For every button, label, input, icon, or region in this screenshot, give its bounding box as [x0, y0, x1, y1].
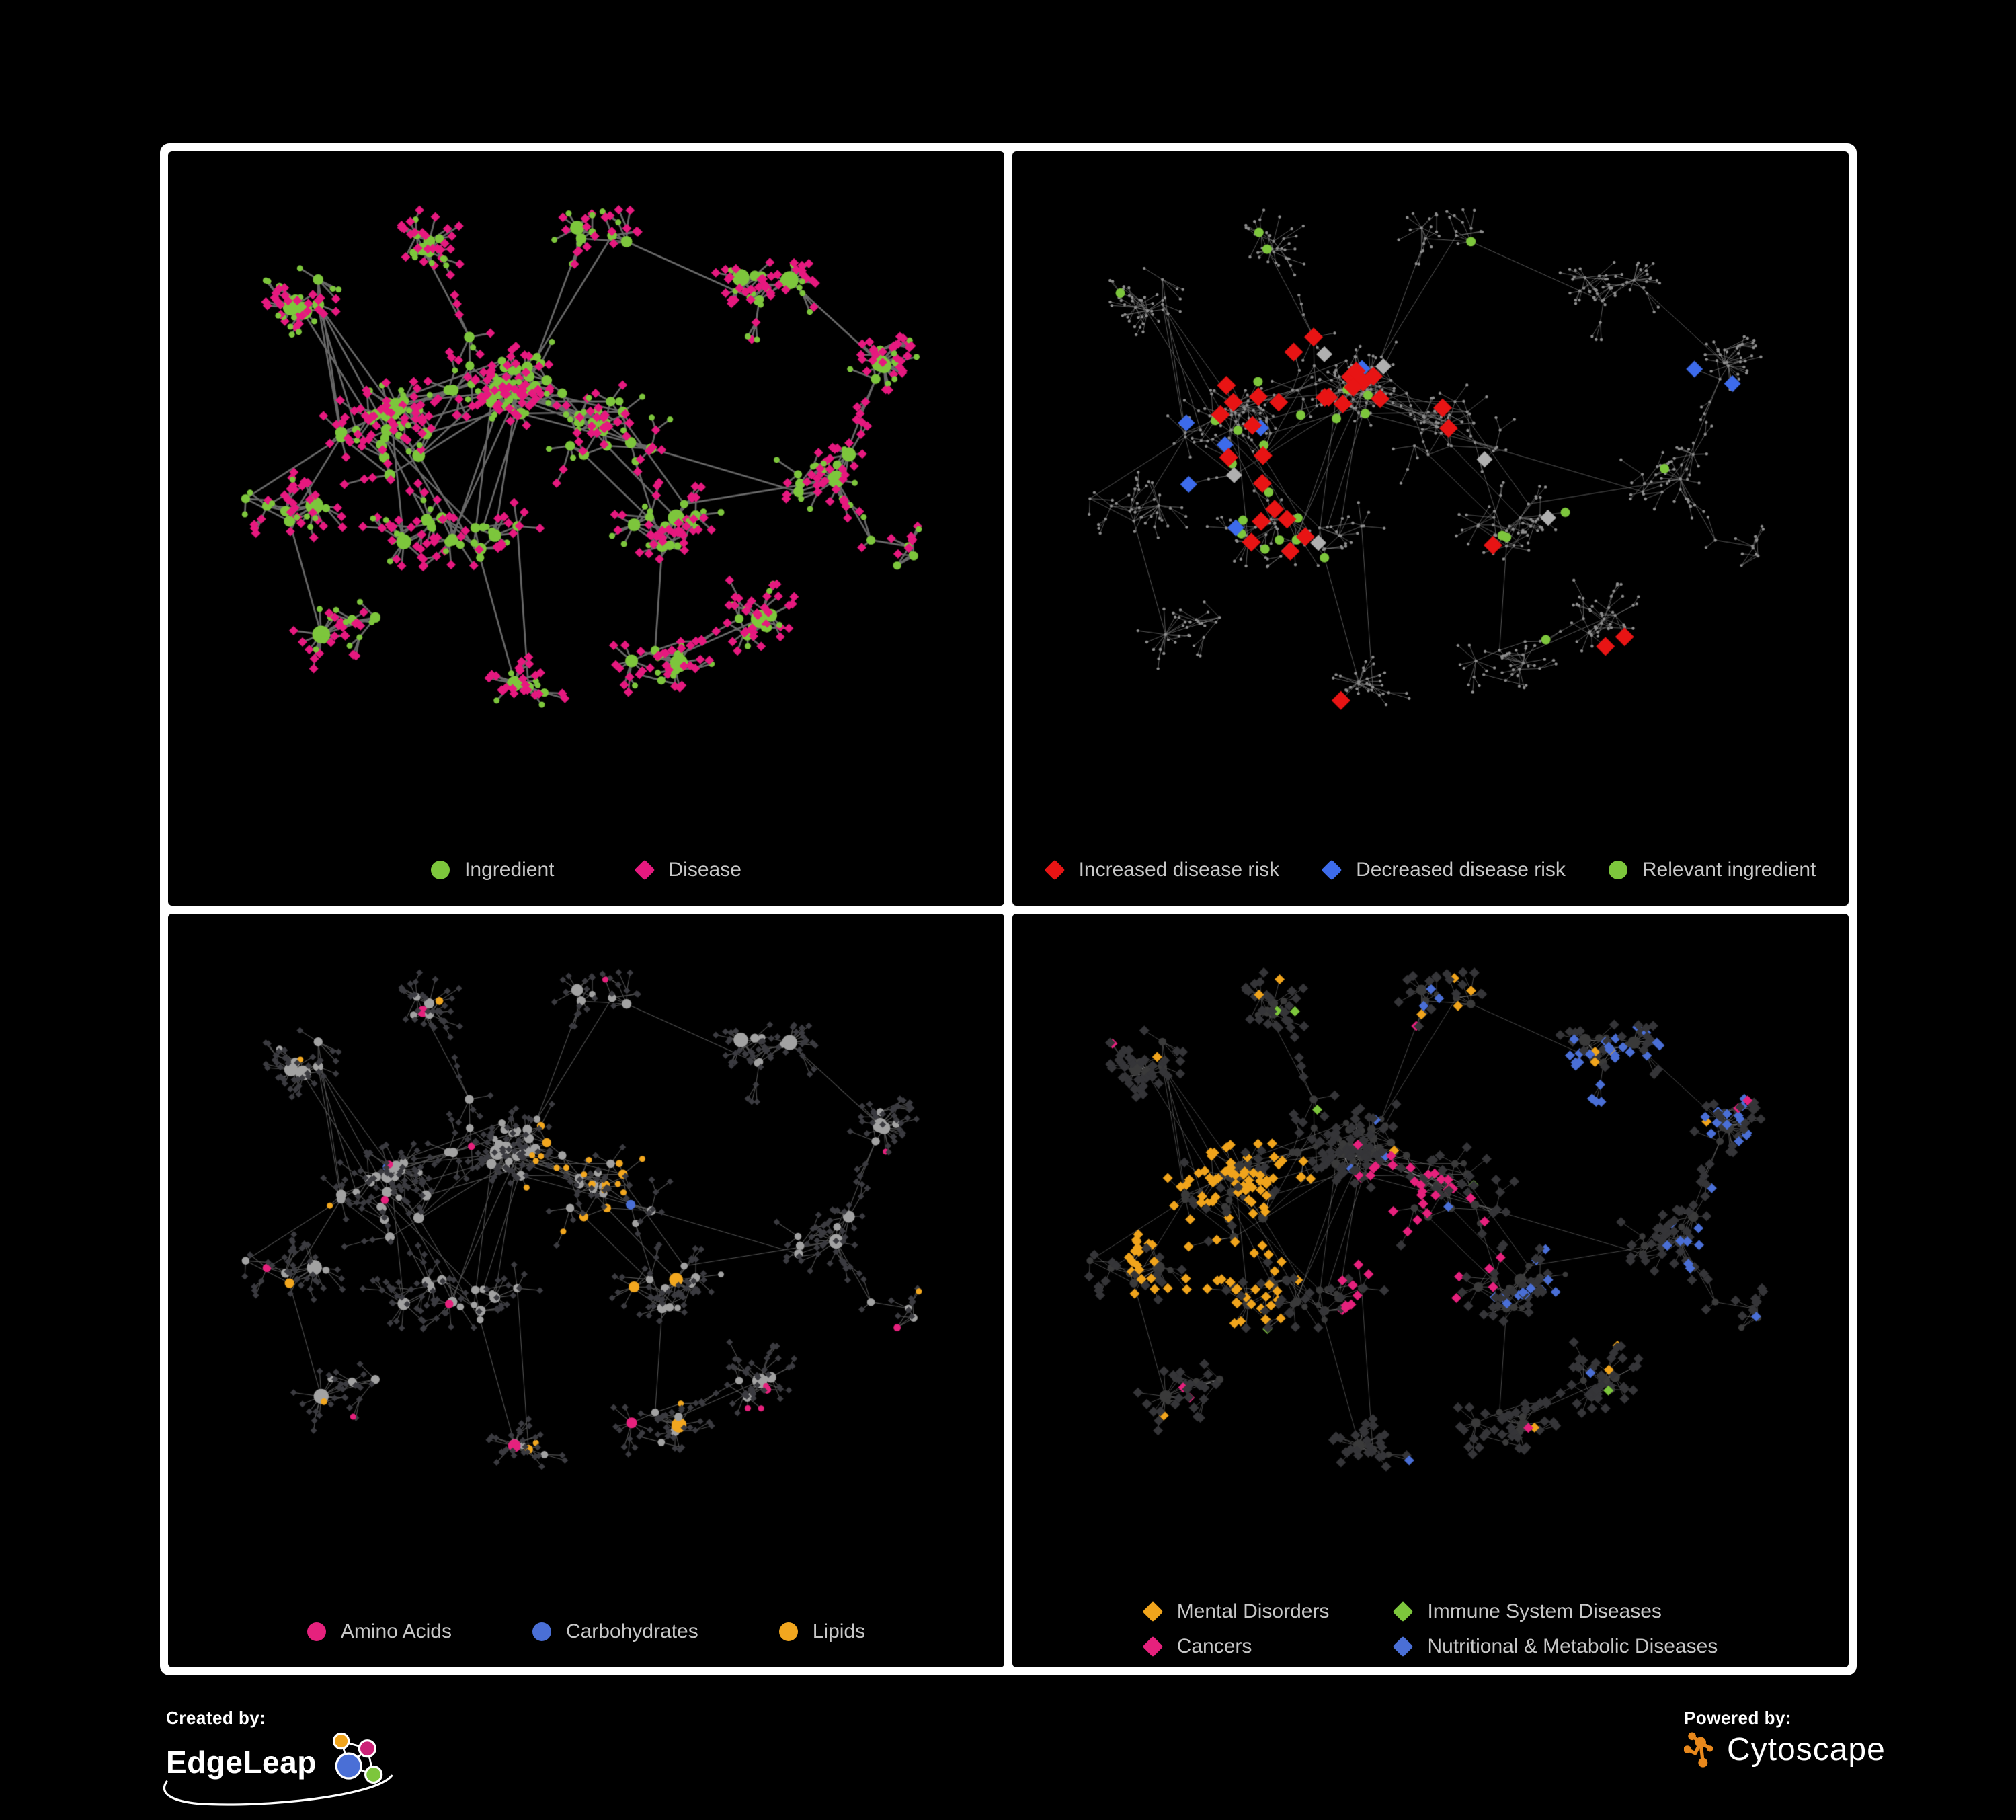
legend-disease-risk: Increased disease risk Decreased disease… [1012, 859, 1849, 881]
powered-by-label: Powered by: [1684, 1708, 1792, 1728]
nutritional-metabolic-diamond-icon [1392, 1636, 1414, 1657]
edgeleap-network-icon [332, 1732, 383, 1784]
legend-label: Amino Acids [340, 1620, 452, 1643]
cancers-diamond-icon [1142, 1636, 1164, 1657]
network-ingredient-disease [168, 151, 1004, 906]
legend-disease-classes: Mental Disorders Immune System Diseases … [1012, 1600, 1849, 1658]
legend-item-ingredient: Ingredient [431, 858, 555, 881]
legend-label: Cancers [1176, 1635, 1252, 1657]
immune-diseases-diamond-icon [1392, 1601, 1414, 1622]
powered-by-block: Powered by: Cytoscape [1684, 1708, 1886, 1769]
legend-label: Carbohydrates [565, 1620, 698, 1643]
legend-item-amino-acids: Amino Acids [307, 1620, 452, 1643]
increased-risk-diamond-icon [1044, 859, 1065, 881]
lipids-circle-icon [778, 1622, 798, 1641]
legend-item-relevant-ingredient: Relevant ingredient [1608, 858, 1816, 881]
relevant-ingredient-circle-icon [1608, 860, 1627, 879]
edgeleap-wordmark: EdgeLeap [166, 1745, 317, 1780]
legend-label: Ingredient [465, 858, 555, 881]
network-nutrient-classes [168, 913, 1004, 1667]
legend-nutrient-classes: Amino Acids Carbohydrates Lipids [168, 1620, 1004, 1643]
cytoscape-wordmark: Cytoscape [1727, 1731, 1886, 1768]
legend-item-immune-diseases: Immune System Diseases [1392, 1600, 1718, 1623]
legend-ingredient-disease: Ingredient Disease [168, 859, 1004, 881]
panel-disease-classes: Mental Disorders Immune System Diseases … [1012, 913, 1849, 1667]
legend-item-disease: Disease [633, 858, 741, 881]
created-by-label: Created by: [166, 1708, 266, 1728]
cytoscape-network-icon [1684, 1732, 1713, 1768]
carbohydrates-circle-icon [532, 1622, 551, 1641]
legend-item-increased-risk: Increased disease risk [1044, 858, 1280, 881]
edgeleap-brand: EdgeLeap [163, 1731, 435, 1806]
network-disease-risk [1012, 151, 1849, 906]
legend-label: Decreased disease risk [1356, 858, 1566, 881]
legend-item-mental-disorders: Mental Disorders [1142, 1600, 1330, 1623]
legend-label: Mental Disorders [1176, 1600, 1330, 1622]
panel-disease-risk: Increased disease risk Decreased disease… [1012, 151, 1849, 906]
created-by-block: Created by: EdgeLeap [163, 1708, 435, 1806]
ingredient-circle-icon [431, 860, 450, 879]
legend-item-lipids: Lipids [778, 1620, 866, 1643]
legend-item-carbohydrates: Carbohydrates [532, 1620, 698, 1643]
network-disease-classes [1012, 913, 1849, 1667]
panel-nutrient-classes: Amino Acids Carbohydrates Lipids [168, 913, 1004, 1667]
panel-grid: Ingredient Disease Increased disease ris… [160, 143, 1857, 1675]
panel-ingredient-disease: Ingredient Disease [168, 151, 1004, 906]
legend-item-decreased-risk: Decreased disease risk [1321, 858, 1566, 881]
amino-acids-circle-icon [307, 1622, 326, 1641]
edgeleap-swoosh-icon [163, 1774, 393, 1806]
legend-label: Lipids [812, 1620, 866, 1643]
legend-item-nutritional-metabolic: Nutritional & Metabolic Diseases [1392, 1635, 1718, 1658]
legend-label: Disease [668, 858, 741, 881]
disease-diamond-icon [633, 859, 655, 881]
legend-label: Increased disease risk [1078, 858, 1280, 881]
decreased-risk-diamond-icon [1321, 859, 1342, 881]
legend-label: Nutritional & Metabolic Diseases [1427, 1635, 1718, 1657]
legend-label: Immune System Diseases [1427, 1600, 1662, 1622]
legend-item-cancers: Cancers [1142, 1635, 1330, 1658]
mental-disorders-diamond-icon [1142, 1601, 1164, 1622]
legend-label: Relevant ingredient [1642, 858, 1816, 881]
cytoscape-brand: Cytoscape [1684, 1730, 1886, 1769]
